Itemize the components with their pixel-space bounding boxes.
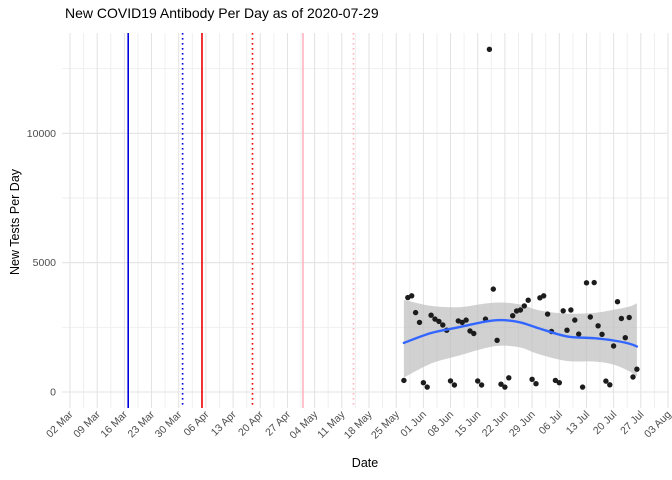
x-tick-label: 18 May bbox=[342, 408, 375, 441]
data-point bbox=[533, 381, 539, 387]
data-point bbox=[579, 384, 586, 390]
x-tick-label: 08 Jun bbox=[425, 409, 456, 440]
data-point bbox=[521, 303, 527, 309]
data-point bbox=[525, 297, 531, 303]
data-point bbox=[409, 293, 415, 299]
x-tick-label: 02 Mar bbox=[44, 408, 76, 440]
data-point bbox=[564, 327, 570, 333]
data-point bbox=[416, 319, 423, 326]
data-point bbox=[583, 280, 590, 286]
data-point bbox=[587, 314, 593, 320]
x-tick-label: 29 Jun bbox=[507, 409, 538, 440]
data-point bbox=[576, 331, 582, 337]
data-point bbox=[412, 309, 419, 316]
x-tick-label: 11 May bbox=[315, 408, 348, 441]
data-point bbox=[467, 328, 473, 334]
data-point bbox=[510, 313, 516, 319]
data-point bbox=[440, 322, 446, 328]
x-tick-label: 09 Mar bbox=[71, 408, 103, 440]
x-tick-label: 04 May bbox=[287, 408, 320, 441]
x-tick-label: 03 Aug bbox=[642, 409, 672, 441]
data-point bbox=[424, 384, 430, 390]
data-point bbox=[502, 384, 508, 390]
data-point bbox=[591, 279, 597, 286]
x-tick-label: 30 Mar bbox=[153, 408, 185, 440]
x-tick-label: 13 Jul bbox=[564, 409, 592, 437]
x-tick-label: 06 Apr bbox=[182, 408, 212, 438]
data-point bbox=[401, 377, 407, 384]
data-point bbox=[595, 323, 601, 329]
data-point bbox=[420, 380, 427, 386]
data-point bbox=[603, 378, 609, 384]
x-tick-label: 15 Jun bbox=[453, 409, 484, 440]
data-point bbox=[568, 307, 574, 313]
x-tick-label: 23 Mar bbox=[126, 408, 158, 440]
x-tick-label: 01 Jun bbox=[398, 409, 429, 440]
data-point bbox=[506, 375, 512, 381]
y-tick-label: 10000 bbox=[27, 128, 56, 140]
data-point bbox=[517, 307, 524, 313]
data-point bbox=[451, 382, 458, 388]
data-point bbox=[614, 299, 621, 305]
data-point bbox=[607, 382, 613, 388]
data-point bbox=[486, 46, 493, 52]
y-tick-label: 0 bbox=[50, 387, 56, 399]
data-point bbox=[634, 366, 640, 372]
data-point bbox=[552, 377, 559, 384]
data-point bbox=[428, 312, 434, 318]
x-tick-label: 16 Mar bbox=[98, 408, 130, 440]
x-tick-label: 20 Apr bbox=[236, 408, 266, 438]
x-tick-label: 13 Apr bbox=[209, 408, 239, 438]
data-point bbox=[556, 380, 562, 386]
data-point bbox=[572, 317, 578, 323]
data-point bbox=[447, 378, 454, 384]
data-point bbox=[478, 382, 485, 388]
data-point bbox=[541, 293, 547, 299]
data-point bbox=[610, 343, 617, 349]
data-point bbox=[471, 330, 477, 337]
data-point bbox=[599, 331, 605, 337]
data-point bbox=[490, 286, 496, 292]
smooth-trend-line bbox=[402, 318, 639, 348]
x-tick-label: 20 Jul bbox=[591, 409, 619, 437]
data-point bbox=[618, 315, 625, 322]
data-point bbox=[432, 316, 438, 322]
data-point bbox=[475, 378, 481, 384]
y-tick-label: 5000 bbox=[33, 257, 57, 269]
data-point bbox=[622, 335, 628, 341]
x-axis-title: Date bbox=[351, 456, 379, 470]
confidence-ribbon bbox=[403, 299, 637, 378]
data-point bbox=[436, 318, 442, 325]
x-tick-label: 25 May bbox=[369, 408, 402, 441]
data-point bbox=[630, 374, 636, 380]
x-tick-label: 06 Jul bbox=[537, 409, 565, 437]
data-point bbox=[463, 317, 469, 323]
data-point bbox=[560, 308, 566, 314]
data-point bbox=[544, 311, 551, 317]
data-point bbox=[626, 314, 632, 321]
x-tick-label: 22 Jun bbox=[480, 409, 511, 440]
data-point bbox=[494, 337, 500, 343]
data-point bbox=[459, 319, 465, 326]
data-point bbox=[529, 376, 535, 382]
chart-title: New COVID19 Antibody Per Day as of 2020-… bbox=[65, 5, 379, 21]
data-point bbox=[498, 381, 504, 387]
